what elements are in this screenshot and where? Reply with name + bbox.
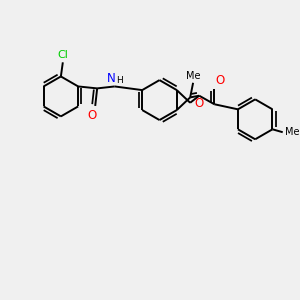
Text: H: H — [116, 76, 122, 85]
Text: O: O — [216, 74, 225, 87]
Text: N: N — [106, 73, 115, 85]
Text: Me: Me — [186, 70, 200, 81]
Text: O: O — [88, 109, 97, 122]
Text: Cl: Cl — [57, 50, 68, 60]
Text: O: O — [195, 97, 204, 110]
Text: Me: Me — [285, 127, 299, 137]
